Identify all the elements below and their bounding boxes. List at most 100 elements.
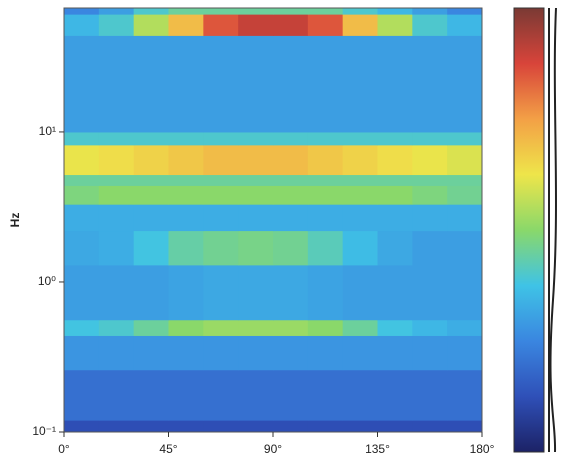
heat-cell <box>238 369 274 421</box>
heat-cell <box>133 185 169 205</box>
heat-cell <box>133 420 169 433</box>
heat-cell <box>64 319 100 336</box>
heat-cell <box>203 369 239 421</box>
heat-cell <box>273 35 309 133</box>
heat-cell <box>342 8 378 15</box>
heat-cell <box>447 185 483 205</box>
heat-cell <box>447 230 483 266</box>
heat-cell <box>133 131 169 146</box>
heat-cell <box>168 204 204 232</box>
heat-cell <box>238 264 274 321</box>
heat-cell <box>133 174 169 186</box>
heat-cell <box>273 185 309 205</box>
heat-cell <box>98 185 135 205</box>
heat-cell <box>238 174 274 186</box>
heat-cell <box>273 14 309 36</box>
heat-cell <box>377 369 413 421</box>
heat-cell <box>203 144 239 176</box>
heat-cell <box>377 264 413 321</box>
heat-cell <box>133 319 169 336</box>
heat-cell <box>412 230 448 266</box>
heat-cell <box>412 14 448 36</box>
heat-cell <box>273 230 309 266</box>
heat-cell <box>377 420 413 433</box>
heat-cell <box>377 230 413 266</box>
heat-cell <box>377 335 413 371</box>
heat-cell <box>203 14 239 36</box>
heat-cell <box>412 131 448 146</box>
heat-cell <box>447 264 483 321</box>
heat-cell <box>447 35 483 133</box>
colorbar-edge <box>548 7 557 453</box>
heat-cell <box>238 204 274 232</box>
heat-cell <box>133 14 169 36</box>
heat-cell <box>447 144 483 176</box>
heat-cell <box>133 8 169 15</box>
heat-cell <box>203 131 239 146</box>
heat-cell <box>307 204 344 232</box>
heat-cell <box>203 204 239 232</box>
heat-cell <box>98 335 135 371</box>
x-tick-label: 90° <box>264 442 282 456</box>
colorbar <box>513 7 545 453</box>
heat-cell <box>377 319 413 336</box>
heat-cell <box>238 35 274 133</box>
heat-cell <box>447 204 483 232</box>
heat-cell <box>98 369 135 421</box>
heat-cell <box>342 131 378 146</box>
heat-cell <box>168 8 204 15</box>
heat-cell <box>203 174 239 186</box>
heat-cell <box>98 8 135 15</box>
heat-cell <box>412 35 448 133</box>
heat-cell <box>342 14 378 36</box>
heat-cell <box>203 335 239 371</box>
heat-cell <box>377 131 413 146</box>
heat-cell <box>64 131 100 146</box>
heat-cell <box>238 131 274 146</box>
heat-cell <box>64 14 100 36</box>
heat-cell <box>238 8 274 15</box>
heat-cell <box>342 369 378 421</box>
heat-cell <box>412 174 448 186</box>
x-tick-label: 180° <box>470 442 495 456</box>
heat-cell <box>377 204 413 232</box>
x-tick-label: 0° <box>58 442 70 456</box>
heat-cell <box>447 335 483 371</box>
heat-cell <box>307 369 344 421</box>
heat-cell <box>342 319 378 336</box>
heat-cell <box>133 369 169 421</box>
heat-cell <box>168 264 204 321</box>
heat-cell <box>447 174 483 186</box>
heat-cell <box>64 230 100 266</box>
heat-cell <box>377 8 413 15</box>
heat-cell <box>377 174 413 186</box>
heat-cell <box>377 35 413 133</box>
heat-cell <box>238 335 274 371</box>
heat-cell <box>412 319 448 336</box>
heat-cell <box>307 144 344 176</box>
heat-cell <box>133 204 169 232</box>
heat-cell <box>273 144 309 176</box>
heat-cell <box>377 185 413 205</box>
heat-cell <box>98 144 135 176</box>
y-tick-label: 10⁻¹ <box>32 424 56 438</box>
y-axis-label: Hz <box>8 213 22 228</box>
heat-cell <box>168 174 204 186</box>
heat-cell <box>98 230 135 266</box>
x-tick-label: 45° <box>159 442 177 456</box>
heat-cell <box>307 35 344 133</box>
x-tick-label: 135° <box>365 442 390 456</box>
heat-cell <box>307 319 344 336</box>
heat-cell <box>203 319 239 336</box>
heat-cell <box>168 319 204 336</box>
heat-cell <box>377 144 413 176</box>
heat-cell <box>307 174 344 186</box>
heat-cell <box>64 185 100 205</box>
heat-cell <box>273 8 309 15</box>
heat-cell <box>307 264 344 321</box>
heat-cell <box>98 420 135 433</box>
heat-cell <box>412 335 448 371</box>
heat-cell <box>342 230 378 266</box>
heat-cell <box>342 264 378 321</box>
heat-cell <box>64 35 100 133</box>
